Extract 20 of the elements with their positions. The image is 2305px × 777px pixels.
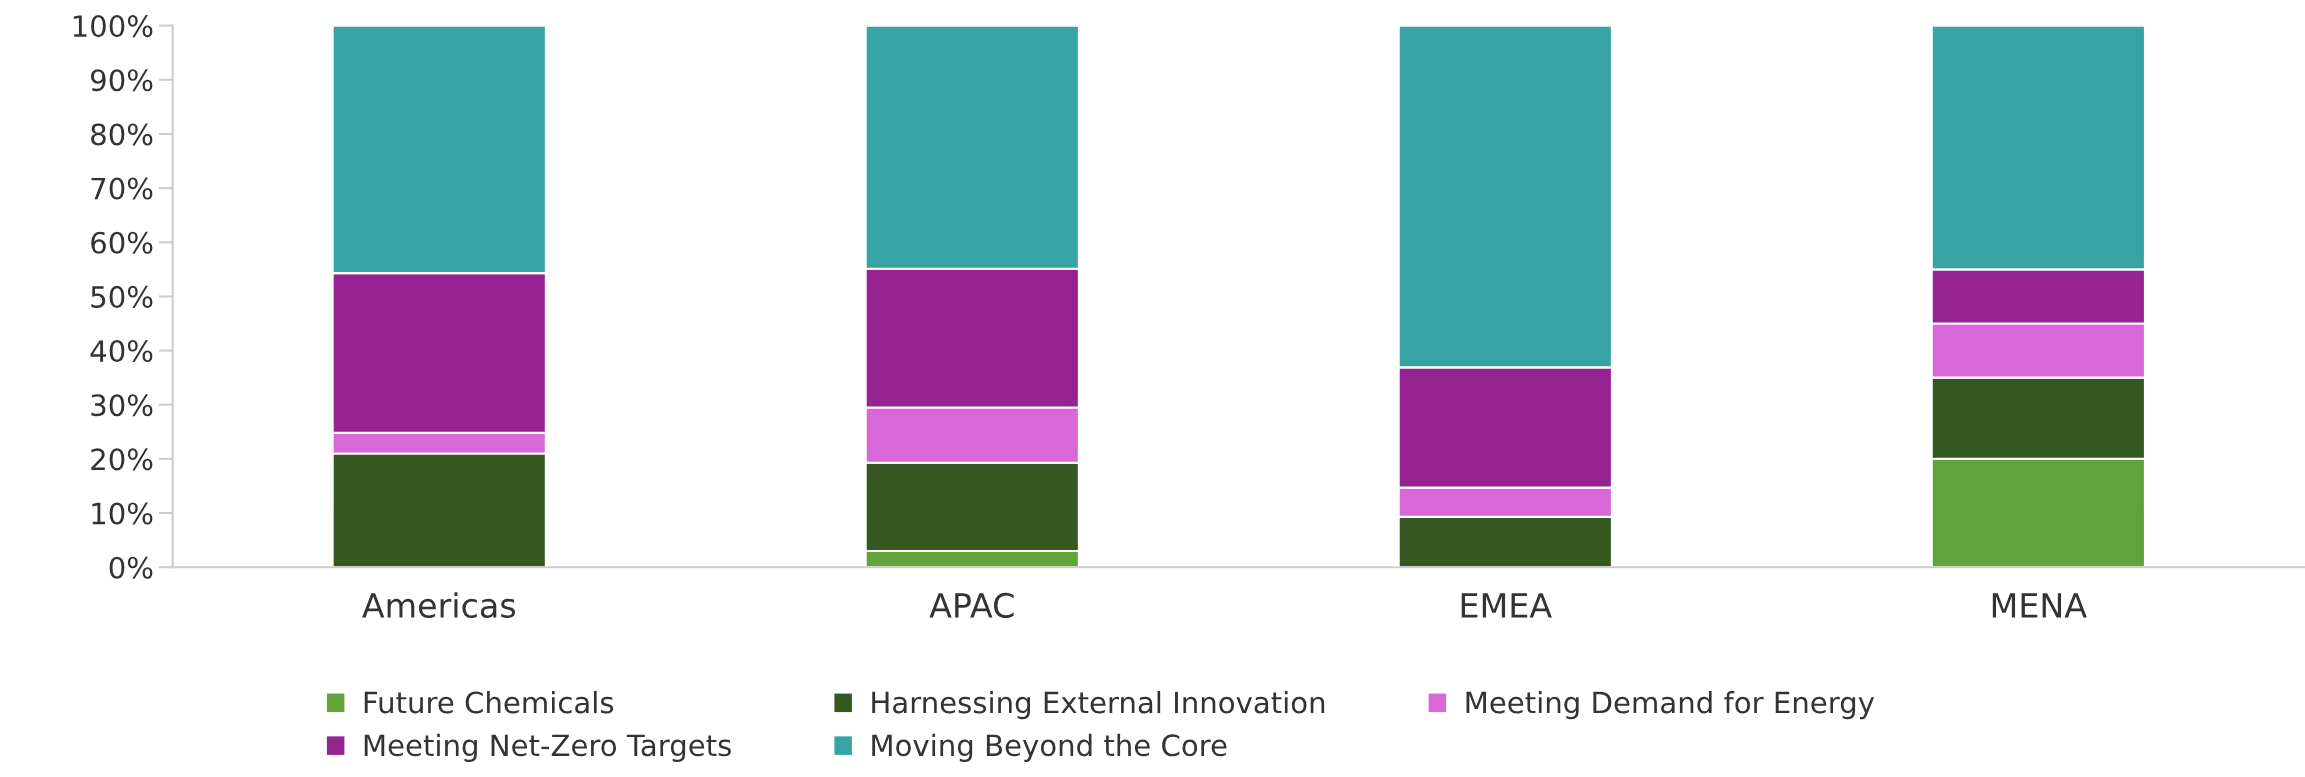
y-tick-label: 0%: [109, 556, 153, 579]
y-tick-label: 50%: [91, 285, 153, 308]
legend-label: Harnessing External Innovation: [872, 690, 1325, 720]
y-tick-label: 40%: [90, 340, 153, 363]
legend-label: Meeting Net-Zero Targets: [364, 733, 731, 762]
y-tick-label: 60%: [91, 231, 153, 254]
y-tick-label: 80%: [91, 123, 153, 146]
x-tick-label: EMEA: [1461, 593, 1552, 618]
legend-label: Meeting Demand for Energy: [1466, 690, 1875, 720]
y-tick-label: 10%: [92, 502, 153, 525]
y-tick-label: 20%: [91, 448, 153, 471]
x-tick-label: Americas: [362, 592, 516, 619]
y-tick-label: 30%: [91, 394, 153, 417]
legend-label: Future Chemicals: [364, 690, 614, 714]
x-tick-label: MENA: [1992, 593, 2087, 618]
y-tick-label: 70%: [91, 177, 153, 200]
y-tick-label: 90%: [91, 69, 153, 92]
x-tick-label: APAC: [929, 592, 1014, 619]
y-tick-label: 100%: [73, 15, 153, 38]
legend-label: Moving Beyond the Core: [872, 733, 1227, 762]
